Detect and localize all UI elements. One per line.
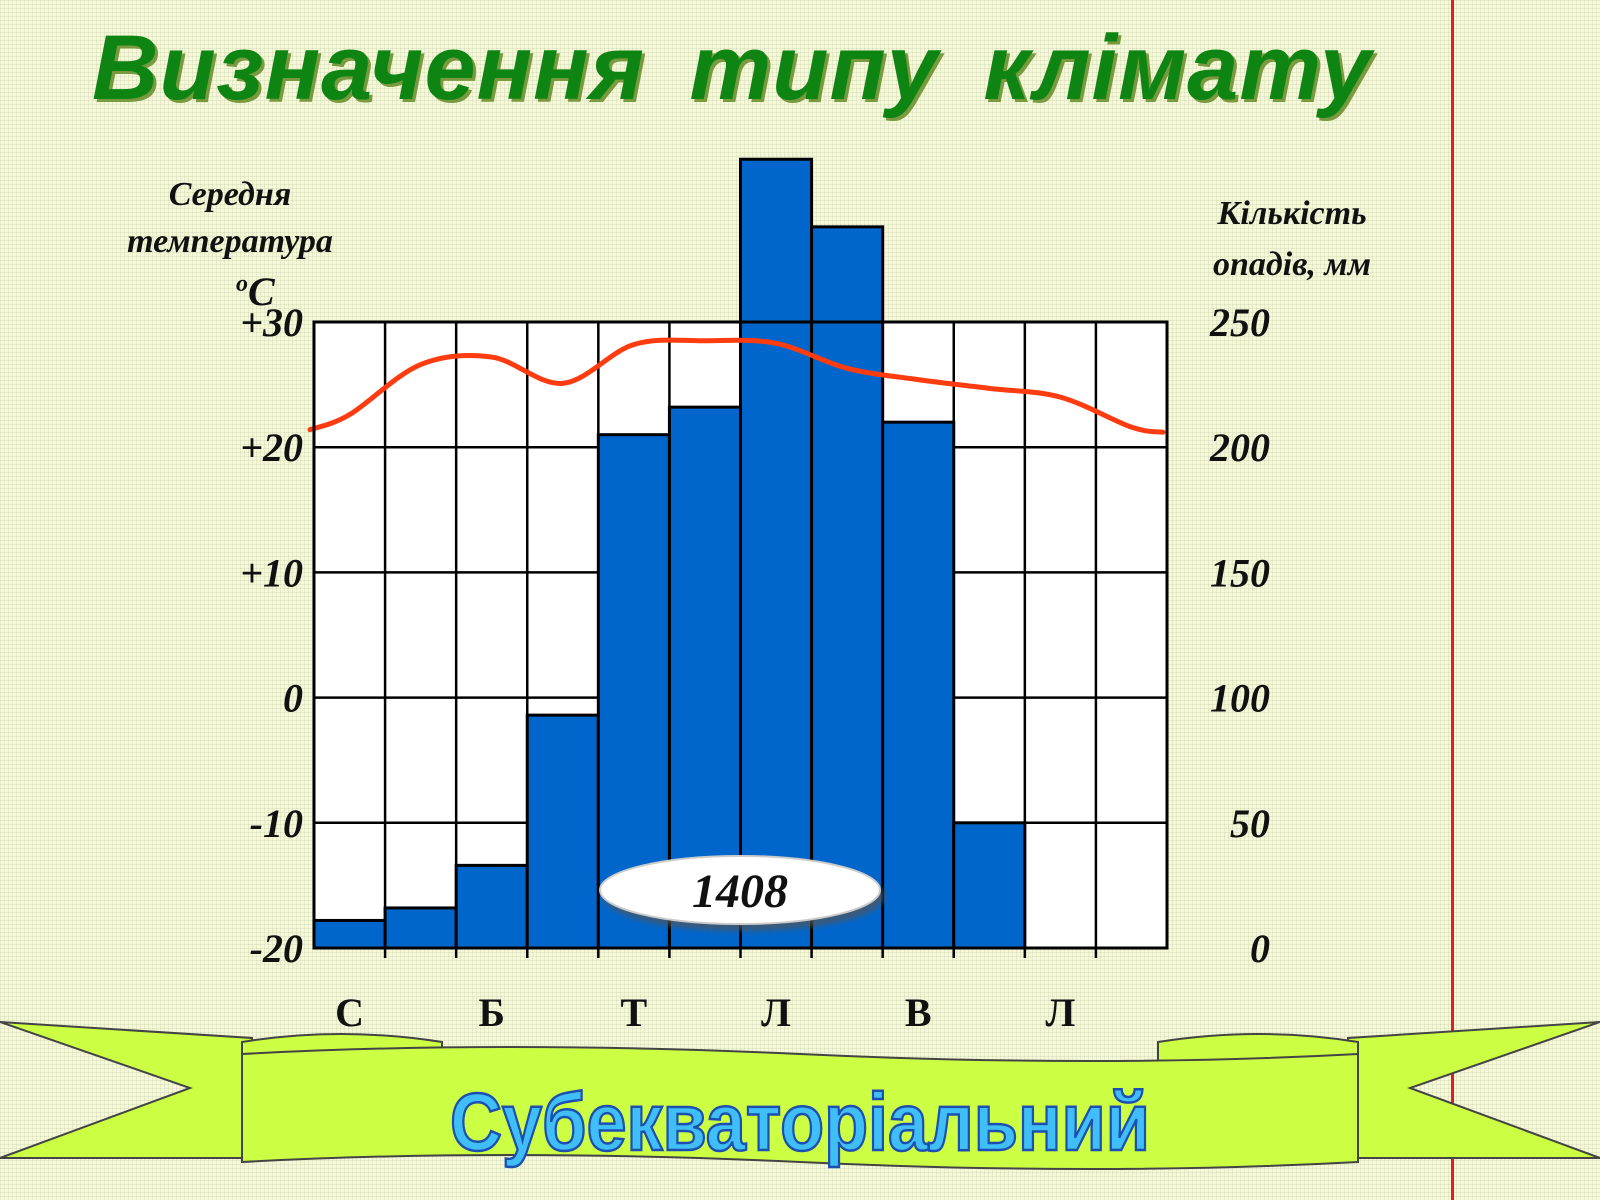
precipitation-bar [312,918,387,950]
left-axis-unit: oC [236,268,275,315]
right-tick-label: 250 [1209,300,1270,345]
total-precipitation-label: 1408 [692,865,788,918]
right-axis-ticks: 250 200 150 100 50 0 [1209,300,1270,971]
total-badge-shape [599,855,881,925]
month-label: Т [621,990,648,1035]
month-label: В [905,990,932,1035]
right-axis-title: Кількість опадів, мм [1213,195,1371,283]
total-precipitation-badge: 1408 [599,855,881,925]
right-tick-label: 50 [1230,801,1270,846]
month-label: Б [478,990,504,1035]
left-tick-label: 0 [283,676,303,721]
precipitation-bar [383,906,458,950]
temperature-line [307,337,1166,435]
right-tick-label: 0 [1250,926,1270,971]
month-label: С [335,990,364,1035]
precipitation-bar [739,157,814,950]
left-tick-label: +30 [240,300,303,345]
precipitation-bar [952,821,1027,950]
plot-frame [312,320,1169,950]
left-tick-label: +20 [240,425,303,470]
left-tick-label: +10 [240,550,303,595]
margin-line [1451,0,1454,1200]
precipitation-bar [810,225,885,950]
precipitation-bars [312,157,1027,950]
precipitation-bar [881,420,956,950]
slide-title: Визначення типу клімату [92,17,1373,119]
right-tick-label: 200 [1209,425,1270,470]
precipitation-bar [525,713,600,950]
climate-banner: Субекваторіальний [0,1021,1600,1170]
precipitation-bar [454,863,529,950]
left-tick-label: -10 [250,801,303,846]
degree-sup: o [236,271,248,297]
left-axis-title: Середня температура [127,176,333,260]
left-tick-label: -20 [250,926,303,971]
unit-letter: C [248,269,275,314]
right-tick-label: 100 [1210,676,1270,721]
banner-right-fold [1157,1033,1359,1063]
month-label: Л [761,990,791,1035]
left-axis-ticks: +30 +20 +10 0 -10 -20 [240,300,303,971]
banner-left-tail [0,1021,253,1159]
month-label: Л [1045,990,1075,1035]
banner-main [241,1046,1359,1170]
banner-right-tail [1347,1021,1600,1159]
climate-type-label: Субекваторіальний [450,1077,1150,1168]
right-tick-label: 150 [1210,550,1270,595]
